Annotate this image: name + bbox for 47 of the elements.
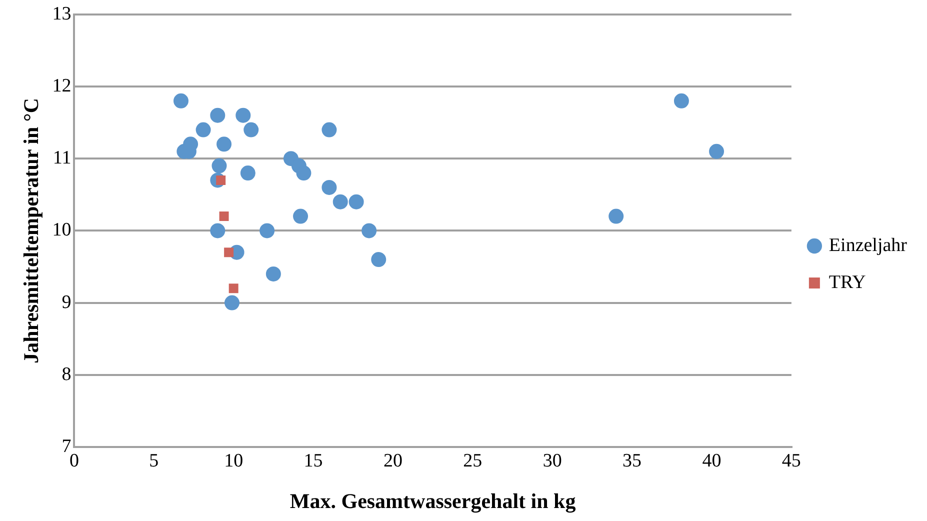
point	[709, 144, 724, 159]
point	[322, 180, 337, 195]
point	[260, 223, 275, 238]
y-tick-label: 9	[62, 292, 72, 313]
x-tick-label: 15	[304, 450, 323, 472]
x-tick-label: 40	[702, 450, 722, 472]
point	[219, 212, 229, 222]
x-tick-label: 45	[782, 450, 801, 472]
x-tick-label: 5	[149, 450, 159, 472]
x-tick-label: 30	[542, 450, 562, 472]
point	[236, 108, 251, 123]
legend-label: Einzeljahr	[828, 234, 908, 256]
point	[322, 122, 337, 138]
x-tick-label: 35	[622, 450, 642, 472]
point	[293, 208, 308, 224]
point	[348, 194, 364, 210]
point	[244, 122, 259, 138]
y-tick-label: 12	[52, 75, 72, 96]
y-tick-label: 13	[52, 3, 72, 24]
point	[224, 248, 234, 258]
point	[173, 93, 188, 108]
x-tick-label: 0	[69, 450, 79, 472]
point	[212, 158, 227, 174]
y-tick-label: 7	[62, 436, 72, 457]
y-tick-label: 11	[52, 148, 72, 169]
point	[210, 108, 226, 123]
legend-label: TRY	[828, 272, 866, 293]
x-tick-label: 10	[224, 450, 244, 472]
point	[210, 223, 226, 238]
x-tick-label: 25	[463, 450, 482, 472]
point	[228, 284, 238, 294]
point	[224, 295, 240, 310]
point	[332, 194, 348, 210]
point	[266, 266, 281, 282]
y-axis-title: Jahresmitteltemperatur in °C	[19, 98, 44, 364]
x-axis-title: Max. Gesamtwassergehalt in kg	[290, 488, 576, 513]
point	[371, 252, 386, 268]
point	[608, 208, 624, 224]
point	[674, 93, 689, 108]
point	[362, 223, 377, 238]
point	[240, 166, 256, 181]
point	[296, 166, 312, 181]
y-tick-label: 10	[52, 220, 72, 241]
y-tick-label: 8	[62, 364, 72, 385]
x-tick-label: 20	[383, 450, 402, 472]
point	[196, 122, 211, 138]
point	[216, 136, 232, 152]
